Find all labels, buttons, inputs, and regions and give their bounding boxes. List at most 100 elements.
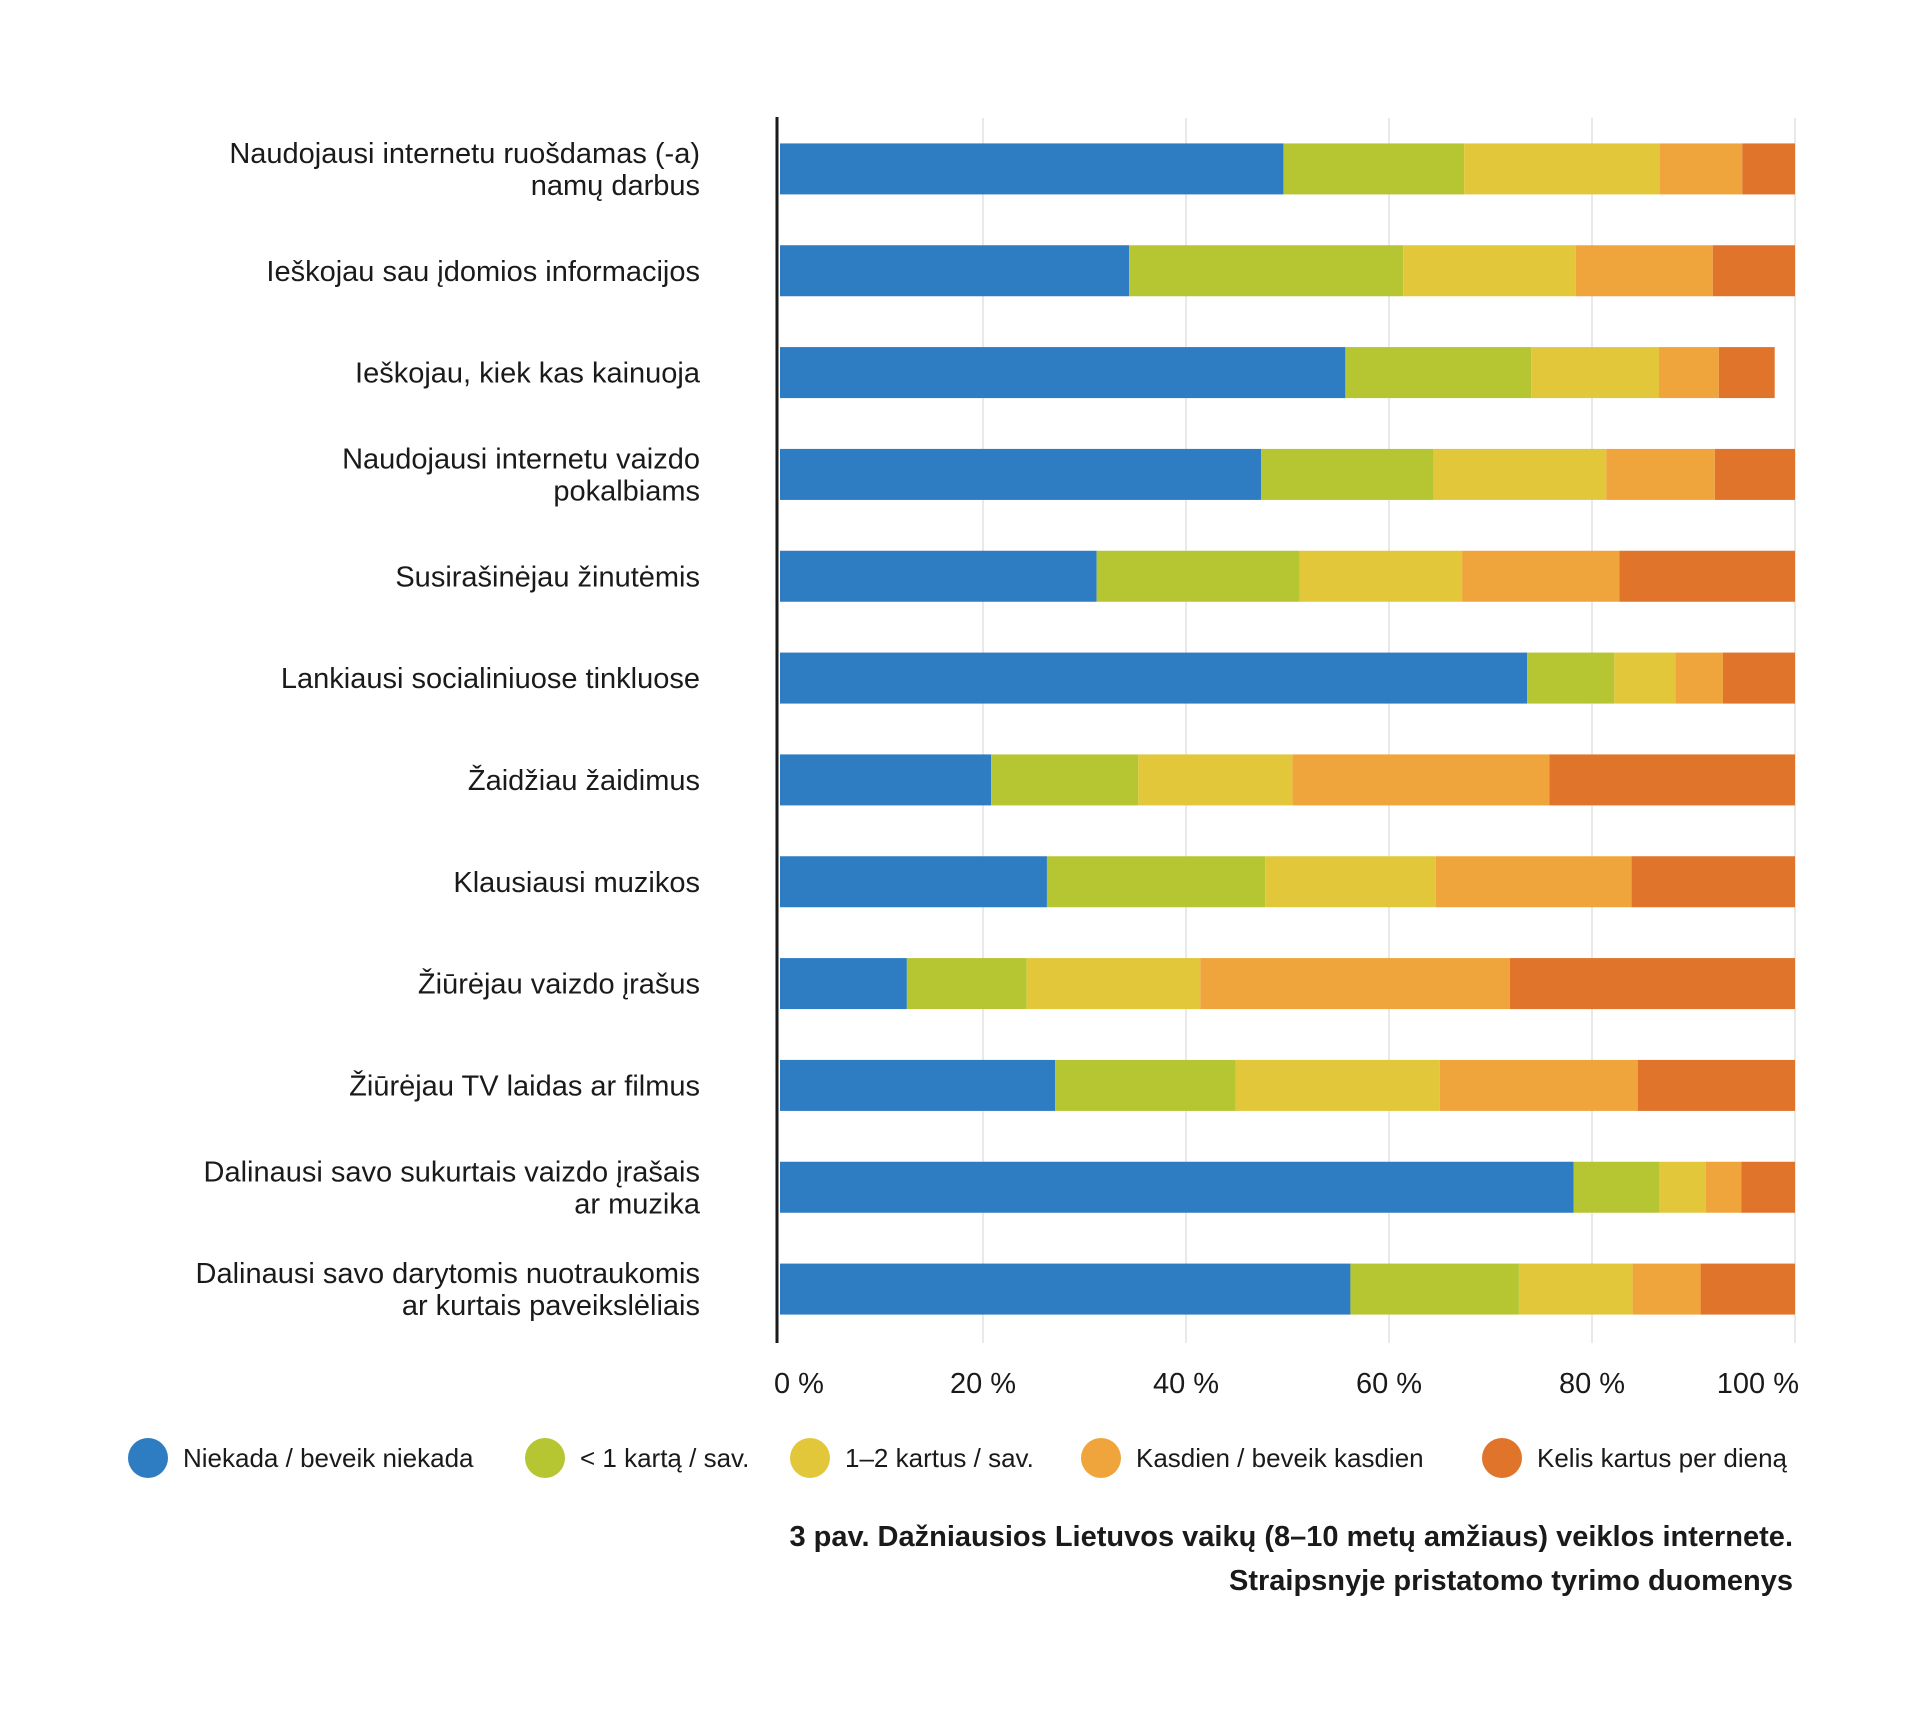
bar-segment <box>1675 652 1723 704</box>
category-label: Ieškojau, kiek kas kainuoja <box>355 358 701 390</box>
bar-segment <box>780 958 907 1010</box>
bar-segment <box>1462 550 1620 602</box>
bar-segment <box>1712 245 1795 297</box>
category-label: Klausiausi muzikos <box>453 867 700 899</box>
bar-segment <box>1046 856 1266 908</box>
x-tick-label: 40 % <box>1153 1368 1219 1400</box>
legend-swatch <box>1482 1438 1522 1478</box>
category-label: Naudojausi internetu ruošdamas (-a) namų … <box>229 138 700 202</box>
bar-segment <box>1055 1059 1236 1111</box>
bar-segment <box>1403 245 1576 297</box>
bar-segment <box>1658 347 1719 399</box>
category-label: Žiūrėjau TV laidas ar filmus <box>349 1069 700 1102</box>
bar-segment <box>906 958 1027 1010</box>
bar-segment <box>1718 347 1775 399</box>
bar-segment <box>1714 448 1795 500</box>
category-label-line: Ieškojau, kiek kas kainuoja <box>355 358 701 390</box>
bar-segment <box>1261 448 1434 500</box>
bar-segment <box>1742 143 1795 195</box>
bar-segment <box>1658 1161 1706 1213</box>
bar-segment <box>780 1161 1574 1213</box>
bar-segment <box>1531 347 1659 399</box>
bar-segment <box>1509 958 1795 1010</box>
x-tick-label: 80 % <box>1559 1368 1625 1400</box>
category-label: Naudojausi internetu vaizdo pokalbiams <box>342 443 700 507</box>
bar-segment <box>991 754 1139 806</box>
category-label-line: Žiūrėjau vaizdo įrašus <box>418 968 700 1001</box>
x-tick-label: 0 % <box>774 1368 824 1400</box>
category-label-line: Dalinausi savo darytomis nuotraukomis <box>196 1258 701 1290</box>
legend-swatch <box>1081 1438 1121 1478</box>
category-label-line: Žaidžiau žaidimus <box>468 764 700 797</box>
category-label-line: Naudojausi internetu ruošdamas (-a) <box>229 138 700 170</box>
caption-line-1: 3 pav. Dažniausios Lietuvos vaikų (8–10 … <box>789 1521 1793 1553</box>
bar-segment <box>1573 1161 1659 1213</box>
category-label: Lankiausi socialiniuose tinkluose <box>281 663 700 695</box>
bar-segment <box>1138 754 1293 806</box>
bar-segment <box>1741 1161 1795 1213</box>
category-label-line: Dalinausi savo sukurtais vaizdo įrašais <box>204 1156 700 1188</box>
bar-segment <box>780 347 1346 399</box>
bar-segment <box>780 1059 1056 1111</box>
bar-segment <box>780 550 1097 602</box>
category-label-line: Susirašinėjau žinutėmis <box>395 561 700 593</box>
bar-segment <box>1637 1059 1795 1111</box>
category-label-line: Žiūrėjau TV laidas ar filmus <box>349 1069 700 1102</box>
x-tick-label: 100 % <box>1717 1368 1799 1400</box>
bar-segment <box>1435 856 1632 908</box>
bar-segment <box>780 652 1528 704</box>
category-label: Dalinausi savo sukurtais vaizdo įrašais a… <box>204 1156 701 1220</box>
bar-segment <box>1722 652 1795 704</box>
bar-segment <box>1265 856 1436 908</box>
category-label: Dalinausi savo darytomis nuotraukomis ar … <box>196 1258 701 1322</box>
bar-segment <box>1129 245 1404 297</box>
bar-segment <box>1283 143 1465 195</box>
legend-label: 1–2 kartus / sav. <box>845 1443 1034 1473</box>
bar-segment <box>780 143 1284 195</box>
bar-segment <box>1631 856 1795 908</box>
bar-segment <box>780 448 1262 500</box>
category-label-line: pokalbiams <box>553 475 700 507</box>
bar-segment <box>1619 550 1795 602</box>
legend-label: < 1 kartą / sav. <box>580 1443 749 1473</box>
bar-segment <box>1464 143 1661 195</box>
bar-segment <box>1026 958 1201 1010</box>
category-label-line: ar kurtais paveikslėliais <box>402 1290 700 1322</box>
bar-segment <box>1433 448 1607 500</box>
bar-segment <box>780 754 992 806</box>
category-label-line: Naudojausi internetu vaizdo <box>342 443 700 475</box>
bar-segment <box>1700 1263 1795 1315</box>
category-label: Ieškojau sau įdomios informacijos <box>266 256 700 288</box>
bar-segment <box>1200 958 1510 1010</box>
bar-segment <box>1575 245 1713 297</box>
bar-segment <box>780 856 1047 908</box>
legend-swatch <box>128 1438 168 1478</box>
bar-segment <box>1614 652 1676 704</box>
bar-segment <box>1705 1161 1742 1213</box>
category-label-line: Klausiausi muzikos <box>453 867 700 899</box>
category-label-line: Lankiausi socialiniuose tinkluose <box>281 663 700 695</box>
bar-segment <box>1292 754 1550 806</box>
bar-segment <box>1439 1059 1638 1111</box>
category-label: Žaidžiau žaidimus <box>468 764 700 797</box>
bar-segment <box>1345 347 1532 399</box>
category-label-line: namų darbus <box>531 170 700 202</box>
x-tick-label: 60 % <box>1356 1368 1422 1400</box>
bar-segment <box>1606 448 1715 500</box>
category-label-line: Ieškojau sau įdomios informacijos <box>266 256 700 288</box>
x-tick-labels: 0 % 20 % 40 % 60 % 80 % 100 % <box>774 1368 1799 1400</box>
bar-segment <box>1632 1263 1701 1315</box>
bars <box>780 143 1795 1315</box>
bar-segment <box>1549 754 1795 806</box>
category-label-line: ar muzika <box>574 1188 701 1220</box>
bar-segment <box>1350 1263 1519 1315</box>
bar-segment <box>1235 1059 1440 1111</box>
legend-label: Kasdien / beveik kasdien <box>1136 1443 1424 1473</box>
category-label: Žiūrėjau vaizdo įrašus <box>418 968 700 1001</box>
figure-caption: 3 pav. Dažniausios Lietuvos vaikų (8–10 … <box>789 1515 1793 1603</box>
bar-segment <box>780 1263 1351 1315</box>
legend-label: Niekada / beveik niekada <box>183 1443 474 1473</box>
bar-segment <box>1660 143 1743 195</box>
bar-segment <box>1518 1263 1633 1315</box>
